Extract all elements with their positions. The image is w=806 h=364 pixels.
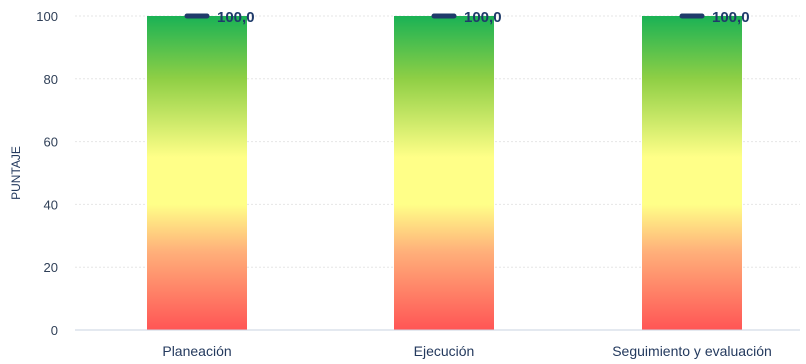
- x-category-label: Planeación: [162, 343, 231, 359]
- y-axis-ticks: 0 20 40 60 80 100: [36, 9, 58, 338]
- bar: [394, 16, 494, 330]
- x-category-label: Ejecución: [414, 343, 475, 359]
- data-labels: 100,0 100,0 100,0: [217, 9, 750, 26]
- y-tick-label: 80: [44, 72, 58, 87]
- x-axis-categories: Planeación Ejecución Seguimiento y evaluac…: [162, 343, 771, 359]
- bar: [147, 16, 247, 330]
- y-tick-label: 20: [44, 260, 58, 275]
- data-label: 100,0: [464, 9, 502, 26]
- y-tick-label: 100: [36, 9, 58, 24]
- y-tick-label: 40: [44, 197, 58, 212]
- data-label: 100,0: [217, 9, 255, 26]
- data-label: 100,0: [712, 9, 750, 26]
- bar: [642, 16, 742, 330]
- y-tick-label: 0: [51, 323, 58, 338]
- y-tick-label: 60: [44, 135, 58, 150]
- y-axis-label: PUNTAJE: [9, 146, 23, 200]
- bars: [147, 16, 742, 330]
- x-category-label: Seguimiento y evaluación: [612, 343, 772, 359]
